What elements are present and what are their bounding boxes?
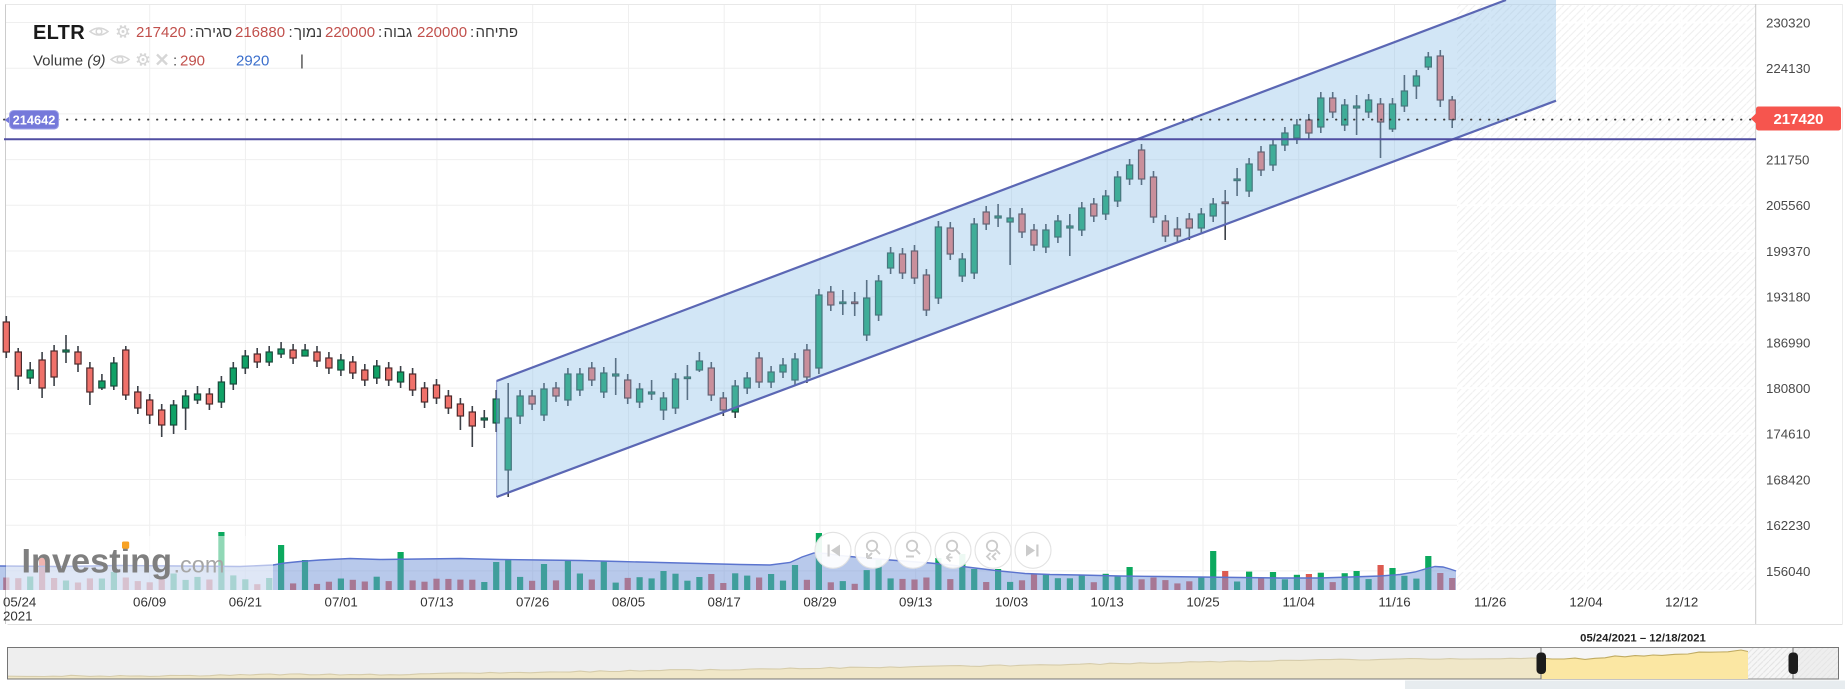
svg-text:10/13: 10/13 — [1091, 594, 1124, 609]
svg-text:06/21: 06/21 — [229, 594, 262, 609]
svg-text:05/24/2021 – 12/18/2021: 05/24/2021 – 12/18/2021 — [1580, 633, 1706, 645]
svg-text:נמוך: נמוך — [294, 24, 322, 41]
svg-text::: : — [173, 53, 177, 70]
svg-text:193180: 193180 — [1766, 290, 1810, 305]
svg-text:Volume (9): Volume (9) — [33, 53, 106, 70]
svg-text:סגירה: סגירה — [195, 24, 232, 41]
svg-text::: : — [470, 24, 474, 41]
svg-text:Investing: Investing — [22, 543, 173, 581]
svg-text:2021: 2021 — [3, 608, 33, 623]
svg-text:08/29: 08/29 — [803, 594, 836, 609]
svg-text:220000: 220000 — [325, 24, 375, 41]
svg-text:174610: 174610 — [1766, 427, 1810, 442]
svg-text:217420: 217420 — [136, 24, 186, 41]
svg-text::: : — [378, 24, 382, 41]
svg-text:199370: 199370 — [1766, 244, 1810, 259]
svg-text:168420: 168420 — [1766, 472, 1810, 487]
svg-text:06/09: 06/09 — [133, 594, 166, 609]
svg-text:07/13: 07/13 — [420, 594, 453, 609]
svg-text:220000: 220000 — [417, 24, 467, 41]
svg-text:10/03: 10/03 — [995, 594, 1028, 609]
svg-text:2920: 2920 — [236, 53, 269, 70]
svg-text:12/12: 12/12 — [1665, 594, 1698, 609]
svg-text:11/16: 11/16 — [1378, 594, 1410, 609]
svg-text:גבוה: גבוה — [384, 24, 413, 41]
svg-text:12/04: 12/04 — [1569, 594, 1602, 609]
svg-text:186990: 186990 — [1766, 335, 1810, 350]
svg-text:290: 290 — [180, 53, 205, 70]
svg-text:156040: 156040 — [1766, 564, 1810, 579]
svg-text:230320: 230320 — [1766, 15, 1810, 30]
svg-text:פתיחה: פתיחה — [476, 24, 519, 41]
svg-text:07/01: 07/01 — [325, 594, 358, 609]
svg-text:ELTR: ELTR — [33, 22, 85, 44]
svg-text:07/26: 07/26 — [516, 594, 549, 609]
svg-text:08/17: 08/17 — [708, 594, 741, 609]
svg-text:11/26: 11/26 — [1474, 594, 1506, 609]
svg-text:08/05: 08/05 — [612, 594, 645, 609]
svg-text:11/04: 11/04 — [1283, 594, 1315, 609]
svg-text::: : — [289, 24, 293, 41]
svg-text:214642: 214642 — [13, 112, 56, 127]
svg-text:205560: 205560 — [1766, 198, 1810, 213]
svg-text::: : — [190, 24, 194, 41]
svg-text:162230: 162230 — [1766, 518, 1810, 533]
svg-text:224130: 224130 — [1766, 61, 1810, 76]
svg-text:217420: 217420 — [1773, 111, 1823, 128]
svg-text:180800: 180800 — [1766, 381, 1810, 396]
svg-text:10/25: 10/25 — [1186, 594, 1219, 609]
svg-text:09/13: 09/13 — [899, 594, 932, 609]
svg-text:211750: 211750 — [1766, 153, 1809, 168]
svg-text:|: | — [300, 53, 304, 70]
svg-text:05/24: 05/24 — [3, 594, 36, 609]
svg-text:216880: 216880 — [235, 24, 285, 41]
svg-text:.com: .com — [174, 552, 225, 578]
